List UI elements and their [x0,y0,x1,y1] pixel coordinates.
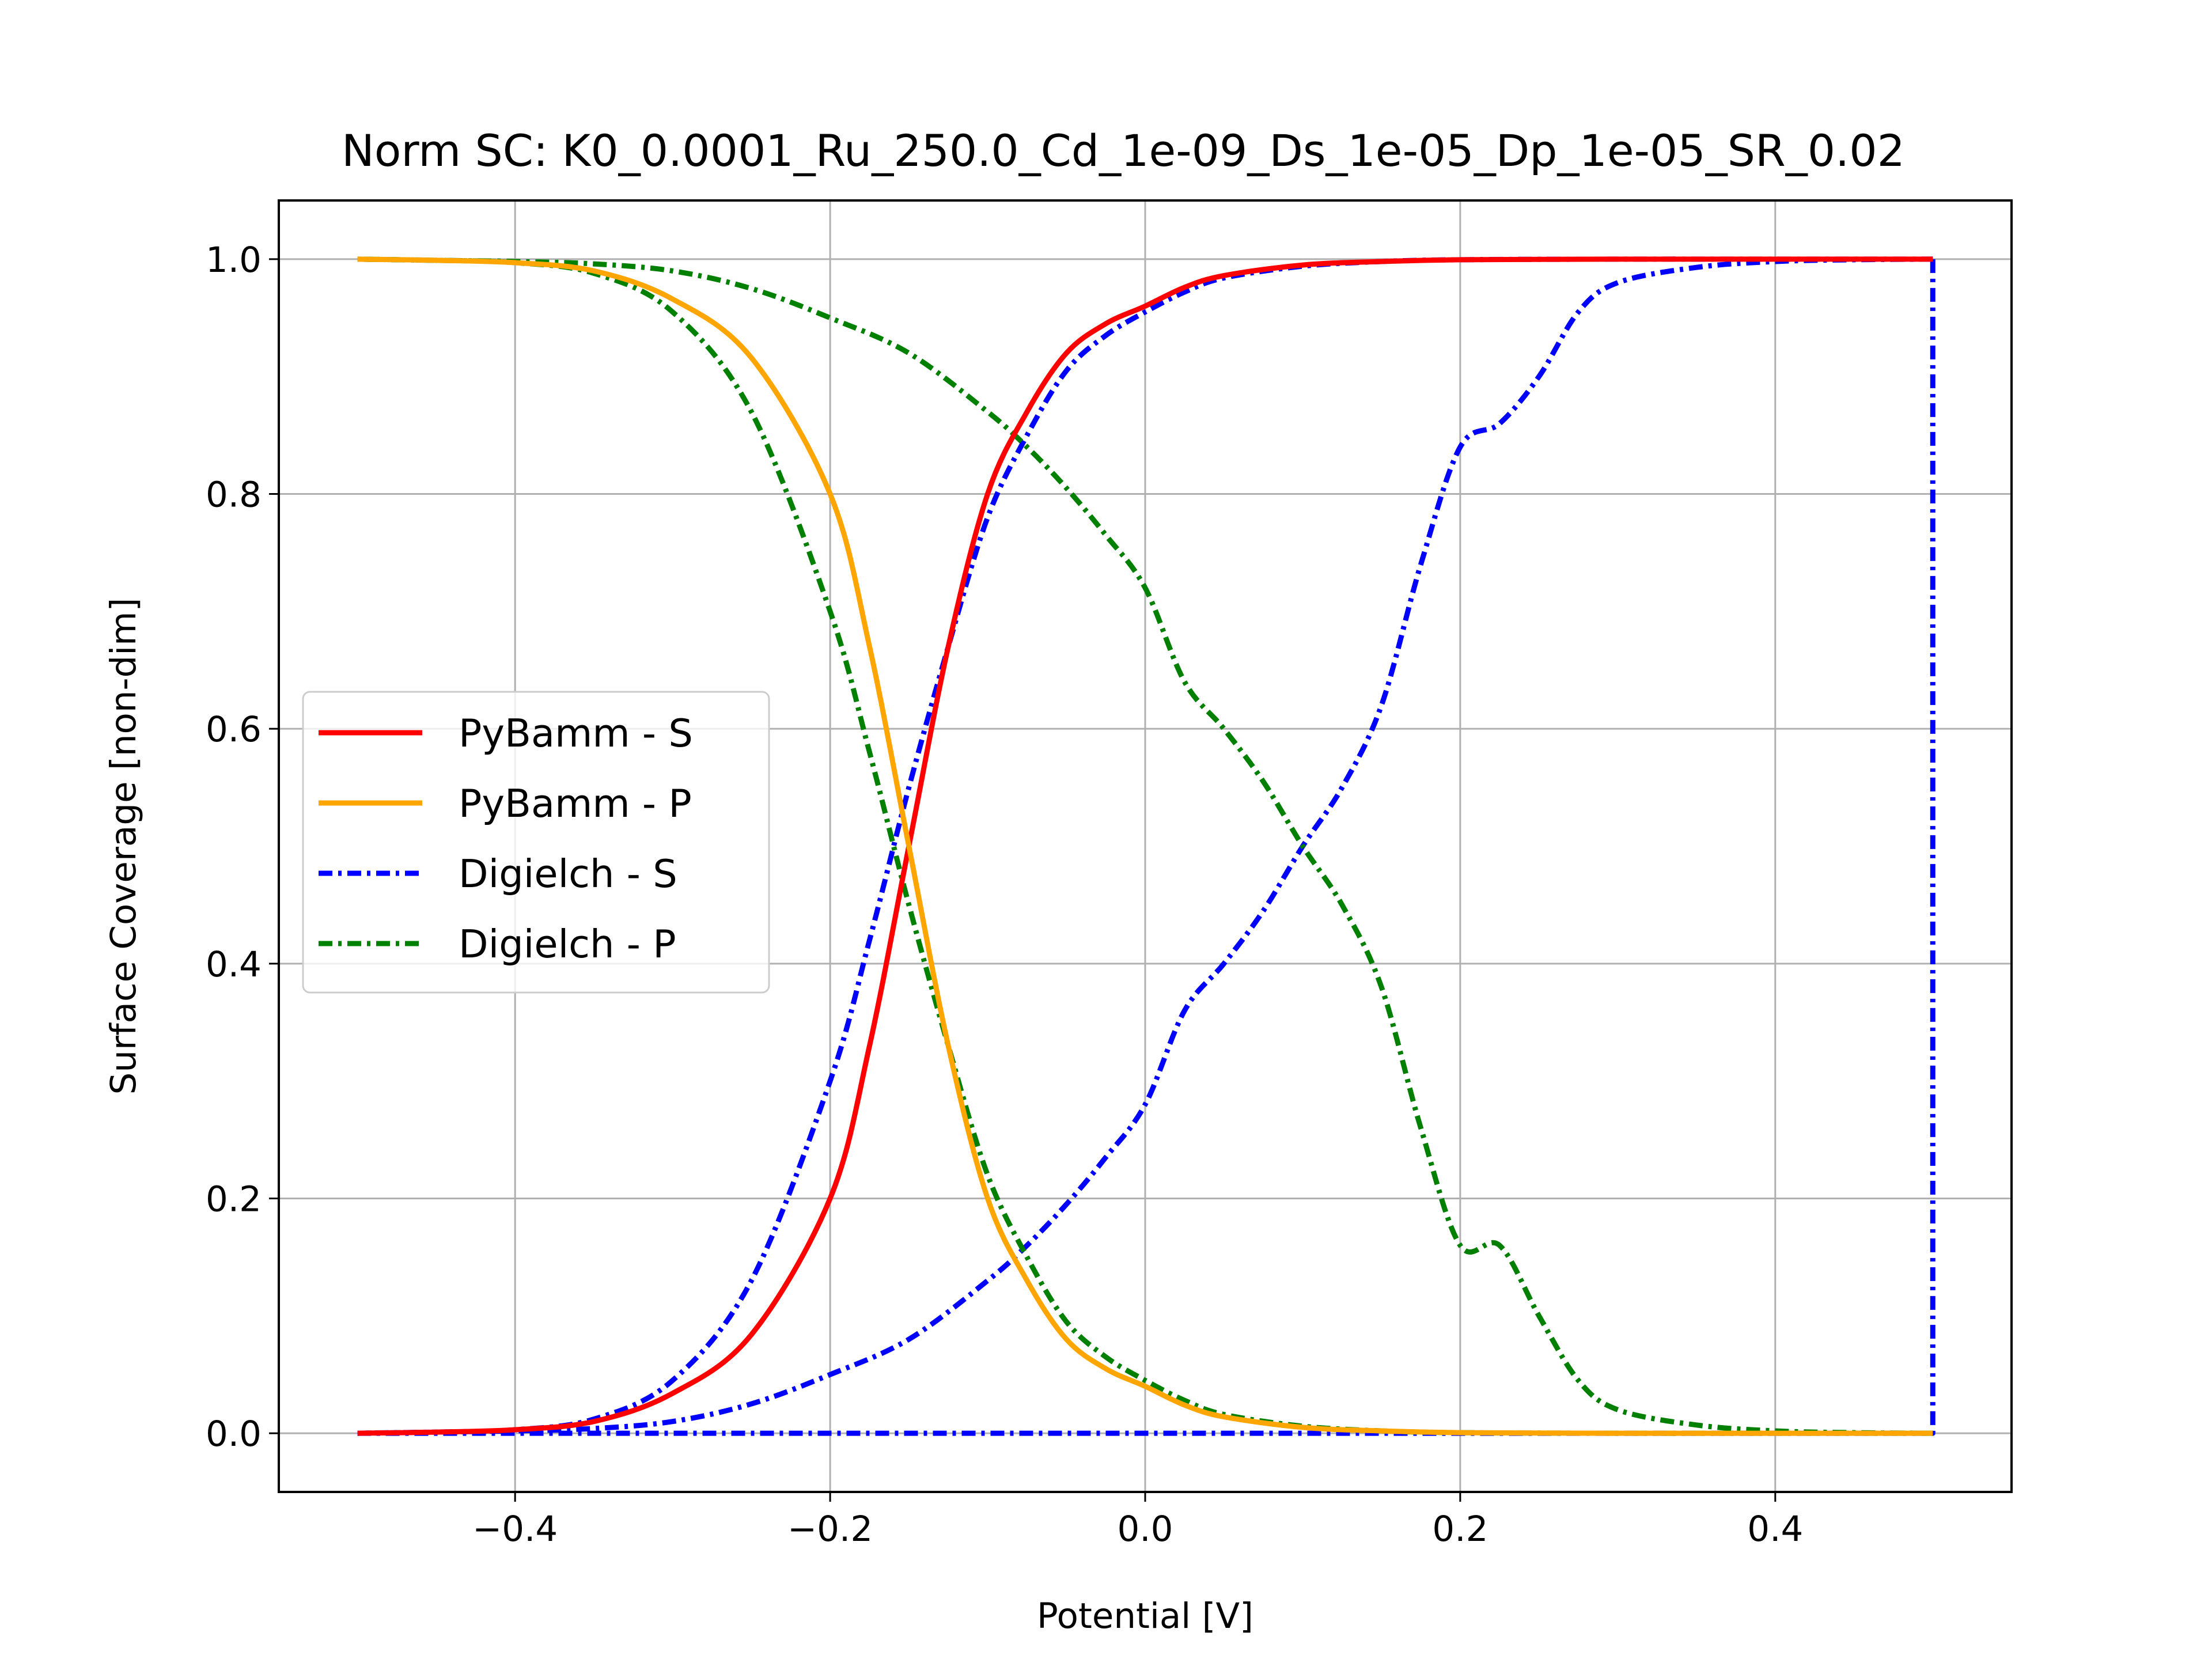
x-tick-label: −0.4 [472,1509,558,1550]
series-return-line [357,256,1933,1436]
legend-label: PyBamm - P [459,781,692,826]
x-tick-label: 0.4 [1747,1509,1803,1550]
series-forward-line [357,256,1933,1436]
y-tick-label: 0.6 [206,709,262,750]
series-return-line [357,256,1933,1436]
legend-label: Digielch - P [459,922,676,967]
y-tick-label: 0.4 [206,944,262,985]
y-tick-label: 0.2 [206,1179,262,1219]
x-tick-label: 0.0 [1117,1509,1173,1550]
series-digielch-p [357,256,1933,1436]
y-tick-label: 0.8 [206,475,262,516]
series-lines [357,256,1936,1436]
x-tick-label: 0.2 [1432,1509,1488,1550]
legend-box [302,691,770,994]
series-forward-line [357,256,1933,1436]
y-axis-label: Surface Coverage [non-dim] [103,598,144,1095]
x-axis-label: Potential [V] [1037,1596,1253,1637]
series-line [357,256,1933,1436]
legend-label: Digielch - S [459,851,677,896]
legend-label: PyBamm - S [459,711,693,756]
y-tick-label: 1.0 [206,240,262,281]
axis-ticks: −0.4 −0.2 0.0 0.2 0.4 0.0 0.2 0.4 0.6 0.8 1.0 [206,240,1803,1550]
series-pybamm-s [357,256,1933,1436]
x-tick-label: −0.2 [787,1509,873,1550]
chart-title: Norm SC: K0_0.0001_Ru_250.0_Cd_1e-09_Ds_… [342,125,1905,176]
series-pybamm-p [357,256,1933,1436]
legend: PyBamm - S PyBamm - P Digielch - S Digielch… [302,691,770,994]
y-tick-label: 0.0 [206,1414,262,1455]
series-line [357,256,1933,1436]
